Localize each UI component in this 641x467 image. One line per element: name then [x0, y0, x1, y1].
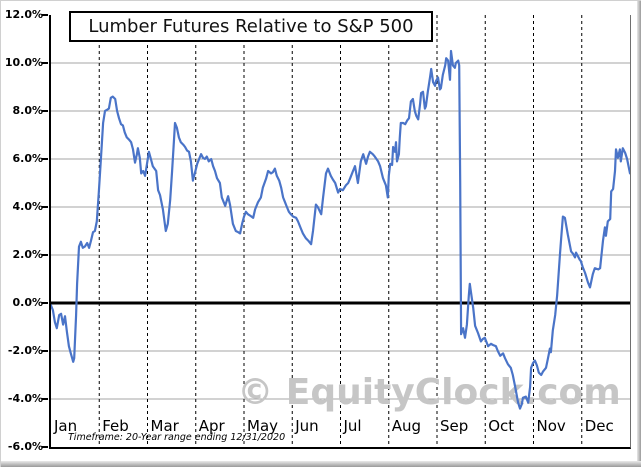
series-line — [51, 49, 630, 410]
x-axis-label: Sep — [440, 417, 469, 435]
y-axis-tick — [42, 254, 48, 256]
plot-svg: © EquityClock.com — [51, 15, 630, 447]
x-axis-label: May — [247, 417, 279, 435]
y-axis-label: 4.0% — [12, 200, 43, 213]
plot-area: © EquityClock.com — [49, 15, 631, 449]
watermark: © EquityClock.com — [237, 372, 621, 413]
timeframe-note: Timeframe: 20-Year range ending 12/31/20… — [68, 432, 286, 443]
grid-layer — [51, 15, 630, 447]
y-axis-label: -6.0% — [7, 440, 43, 453]
y-axis-tick — [42, 158, 48, 160]
chart-title: Lumber Futures Relative to S&P 500 — [88, 16, 414, 37]
y-axis-tick — [42, 110, 48, 112]
chart-title-box: Lumber Futures Relative to S&P 500 — [69, 11, 433, 42]
x-axis-label: Oct — [488, 417, 515, 435]
y-axis-label: 6.0% — [12, 152, 43, 165]
x-axis-label: Jan — [54, 417, 78, 435]
y-axis-label: -4.0% — [7, 392, 43, 405]
y-axis-label: -2.0% — [7, 344, 43, 357]
x-axis-label: Feb — [102, 417, 129, 435]
y-axis-tick — [42, 14, 48, 16]
y-axis-tick — [42, 398, 48, 400]
series-layer — [51, 49, 630, 410]
window-edge-bottom — [1, 461, 641, 467]
x-axis-label: Jun — [295, 417, 319, 435]
window-edge-right — [637, 1, 641, 467]
y-axis-tick — [42, 446, 48, 448]
y-axis-label: 12.0% — [4, 8, 43, 21]
y-axis-tick — [42, 62, 48, 64]
y-axis-label: 2.0% — [12, 248, 43, 261]
y-axis-label: 8.0% — [12, 104, 43, 117]
x-axis-label: Aug — [391, 417, 422, 435]
x-axis-label: Nov — [536, 417, 566, 435]
y-axis-tick — [42, 302, 48, 304]
x-axis-label: Mar — [150, 417, 179, 435]
x-axis-label: Apr — [198, 417, 225, 435]
y-axis-label: 10.0% — [4, 56, 43, 69]
x-axis-label: Dec — [584, 417, 614, 435]
x-axis-label: Jul — [343, 417, 362, 435]
y-axis-tick — [42, 350, 48, 352]
y-axis-tick — [42, 206, 48, 208]
y-axis-label: 0.0% — [12, 296, 43, 309]
